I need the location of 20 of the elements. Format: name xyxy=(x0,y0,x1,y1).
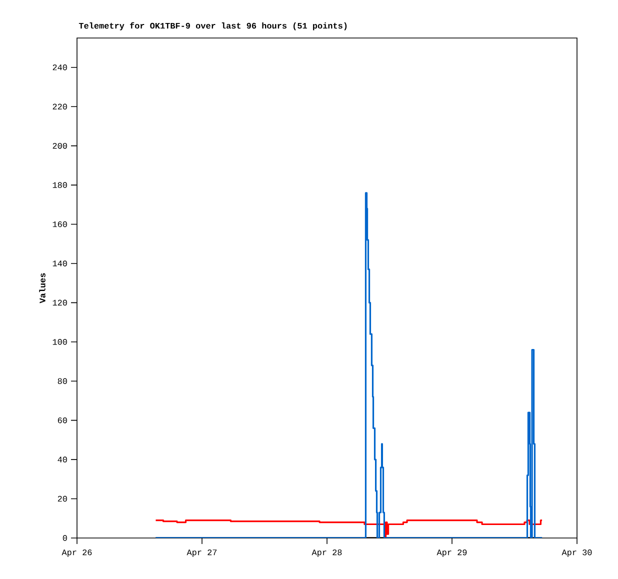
x-tick-label: Apr 26 xyxy=(62,550,92,557)
y-tick-label: 180 xyxy=(52,182,67,188)
y-tick-label: 0 xyxy=(62,535,67,541)
y-tick-label: 60 xyxy=(58,417,67,424)
y-tick-label: 160 xyxy=(52,221,67,228)
x-tick-label: Apr 27 xyxy=(186,550,217,557)
y-tick-label: 200 xyxy=(52,142,67,149)
x-tick-label: Apr 29 xyxy=(436,550,467,557)
y-tick-label: 40 xyxy=(58,456,67,462)
x-tick-label: Apr 28 xyxy=(312,550,342,557)
y-tick-label: 220 xyxy=(52,104,67,110)
chart-title: Telemetry for OK1TBF-9 over last 96 hours (51 points) xyxy=(78,22,347,30)
y-tick-label: 120 xyxy=(52,300,67,306)
x-tick-label: Apr 30 xyxy=(562,550,592,557)
y-tick-label: 100 xyxy=(52,339,67,345)
y-tick-label: 80 xyxy=(58,378,67,384)
y-axis-title: Values xyxy=(39,273,46,304)
y-tick-label: 240 xyxy=(52,64,67,70)
y-tick-label: 140 xyxy=(52,260,67,266)
y-tick-label: 20 xyxy=(58,496,67,502)
